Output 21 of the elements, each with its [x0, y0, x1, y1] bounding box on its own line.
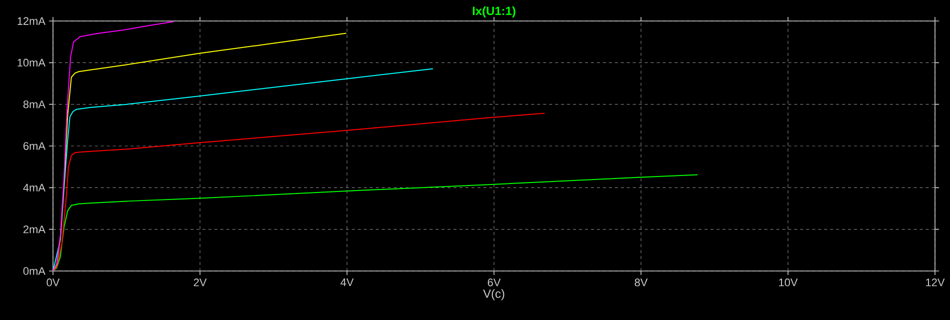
x-tick-label: 6V	[488, 278, 501, 286]
chart-title: Ix(U1:1)	[472, 6, 516, 18]
x-tick-label: 8V	[634, 278, 648, 286]
y-tick-label: 12mA	[18, 17, 46, 25]
line-series	[53, 21, 174, 271]
x-tick-label: 10V	[779, 278, 798, 286]
x-tick-label: 0V	[46, 278, 60, 286]
y-tick-label: 0mA	[23, 267, 46, 275]
x-tick-label: 12V	[926, 278, 945, 286]
line-series	[53, 112, 546, 271]
x-axis-title: V(c)	[483, 289, 504, 300]
line-series	[53, 68, 434, 271]
y-tick-label: 4mA	[23, 184, 46, 192]
y-tick-label: 2mA	[23, 226, 46, 234]
line-series	[53, 174, 698, 271]
y-tick-label: 10mA	[18, 58, 46, 67]
line-series	[53, 32, 347, 271]
y-tick-label: 8mA	[23, 100, 46, 108]
x-tick-label: 2V	[194, 278, 207, 286]
y-tick-label: 6mA	[24, 142, 46, 150]
x-tick-label: 4V	[340, 278, 354, 286]
